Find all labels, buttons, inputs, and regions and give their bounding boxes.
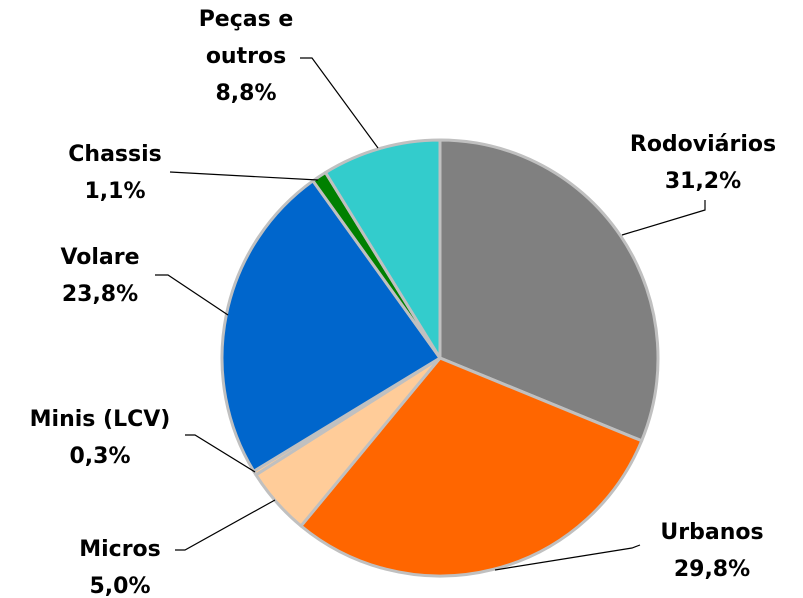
value-label: 5,0% <box>89 574 151 598</box>
data-label: Peças e outros 8,8% <box>181 1 311 112</box>
leader-line <box>155 274 229 316</box>
leader-line <box>185 434 256 473</box>
data-label: Urbanos 29,8% <box>660 514 763 588</box>
value-label: 8,8% <box>215 81 277 106</box>
category-label: Minis (LCV) <box>29 407 171 432</box>
data-label: Micros 5,0% <box>79 531 161 598</box>
category-label: Rodoviários <box>629 132 777 157</box>
data-label: Volare 23,8% <box>60 239 139 313</box>
leader-line <box>494 544 641 571</box>
pie-slice <box>438 138 660 443</box>
value-label: 23,8% <box>61 282 139 307</box>
pie-slice <box>324 138 442 360</box>
category-label: Chassis <box>68 142 162 167</box>
value-label: 29,8% <box>673 557 751 582</box>
data-label: Minis (LCV) 0,3% <box>30 401 171 475</box>
category-label: Micros <box>79 537 161 562</box>
value-label: 0,3% <box>69 444 131 469</box>
value-label: 1,1% <box>84 179 146 204</box>
leader-line <box>300 57 379 149</box>
category-label: Volare <box>60 245 140 270</box>
leader-line <box>175 499 276 551</box>
leader-line <box>169 171 319 181</box>
category-label: Urbanos <box>660 520 764 545</box>
value-label: 31,2% <box>664 169 742 194</box>
slices <box>220 138 660 578</box>
data-label: Chassis 1,1% <box>68 136 161 210</box>
pie-slice <box>299 356 644 578</box>
category-label: Peças e outros <box>198 7 294 69</box>
leader-line <box>621 200 706 236</box>
data-label: Rodoviários 31,2% <box>630 126 776 200</box>
